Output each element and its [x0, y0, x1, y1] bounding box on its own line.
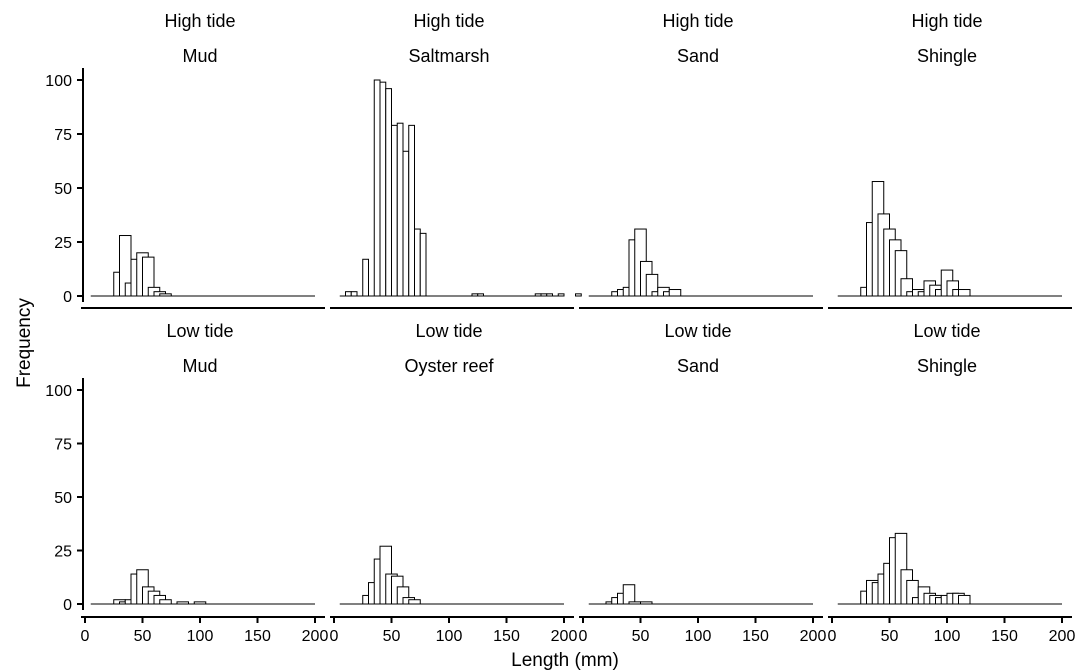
facet-strip-label-bottom: Shingle — [917, 46, 977, 66]
histogram-bar — [958, 594, 971, 605]
x-tick-label: 100 — [685, 628, 712, 645]
histogram-bar — [534, 293, 542, 297]
y-tick-label: 0 — [63, 597, 72, 614]
x-tick-label: 100 — [934, 628, 961, 645]
histogram-bar — [362, 258, 369, 297]
x-tick-label: 50 — [881, 628, 899, 645]
x-tick-label: 150 — [244, 628, 271, 645]
histogram-bar — [540, 293, 548, 297]
y-tick-label: 25 — [54, 544, 72, 561]
histogram-bar — [193, 601, 207, 605]
x-tick-label: 50 — [383, 628, 401, 645]
histogram-bar — [159, 293, 172, 297]
facet-strip-label-top: High tide — [164, 11, 235, 31]
y-tick-label: 0 — [63, 289, 72, 306]
y-tick-label: 50 — [54, 181, 72, 198]
histogram-bar — [471, 293, 479, 297]
histogram-bar — [159, 599, 172, 605]
x-tick-label: 0 — [330, 628, 339, 645]
x-tick-label: 100 — [187, 628, 214, 645]
x-tick-label: 50 — [632, 628, 650, 645]
x-tick-label: 0 — [579, 628, 588, 645]
histogram-bar — [477, 293, 484, 297]
facet-strip-label-top: Low tide — [664, 321, 731, 341]
x-tick-label: 150 — [742, 628, 769, 645]
x-tick-label: 50 — [134, 628, 152, 645]
y-tick-label: 25 — [54, 235, 72, 252]
histogram-bar — [379, 81, 387, 297]
facet-strip-label-bottom: Mud — [182, 46, 217, 66]
x-tick-label: 0 — [81, 628, 90, 645]
histogram-bar — [408, 124, 415, 297]
histogram-bar — [350, 291, 358, 297]
x-tick-label: 150 — [493, 628, 520, 645]
facet-strip-label-top: High tide — [413, 11, 484, 31]
x-tick-label: 0 — [828, 628, 837, 645]
histogram-bar — [419, 232, 427, 297]
x-tick-label: 200 — [302, 628, 329, 645]
histogram-bar — [575, 293, 582, 297]
y-tick-label: 50 — [54, 490, 72, 507]
histogram-bar — [557, 293, 565, 297]
histogram-bar — [628, 601, 641, 605]
histogram-bar — [391, 124, 398, 297]
histogram-bar — [385, 88, 392, 297]
y-tick-label: 100 — [45, 73, 72, 90]
y-axis-title: Frequency — [14, 298, 35, 388]
histogram-bar — [640, 601, 653, 605]
histogram-bar — [546, 293, 553, 297]
facet-strip-label-top: Low tide — [913, 321, 980, 341]
histogram-bar — [345, 291, 352, 297]
y-tick-label: 75 — [54, 437, 72, 454]
facet-strip-label-bottom: Shingle — [917, 356, 977, 376]
histogram-bar — [373, 79, 381, 297]
histogram-bar — [408, 599, 421, 605]
x-tick-label: 200 — [1049, 628, 1076, 645]
facet-strip-label-bottom: Oyster reef — [404, 356, 494, 376]
facet-strip-label-bottom: Mud — [182, 356, 217, 376]
histogram-bar — [176, 601, 189, 605]
histogram-bar — [402, 150, 410, 297]
facet-strip-label-bottom: Sand — [677, 356, 719, 376]
x-axis-title: Length (mm) — [511, 650, 619, 671]
x-tick-label: 150 — [991, 628, 1018, 645]
x-tick-label: 100 — [436, 628, 463, 645]
facet-strip-label-bottom: Saltmarsh — [408, 46, 489, 66]
facet-strip-label-top: High tide — [662, 11, 733, 31]
x-tick-label: 200 — [551, 628, 578, 645]
histogram-bar — [668, 289, 682, 297]
histogram-bar — [414, 228, 421, 297]
facet-strip-label-bottom: Sand — [677, 46, 719, 66]
facet-strip-label-top: Low tide — [415, 321, 482, 341]
facet-strip-label-top: High tide — [911, 11, 982, 31]
y-tick-label: 75 — [54, 127, 72, 144]
facet-strip-label-top: Low tide — [166, 321, 233, 341]
histogram-bar — [396, 122, 404, 297]
histogram-bar — [622, 584, 636, 605]
histogram-bar — [958, 289, 971, 297]
y-tick-label: 100 — [45, 383, 72, 400]
x-tick-label: 200 — [800, 628, 827, 645]
